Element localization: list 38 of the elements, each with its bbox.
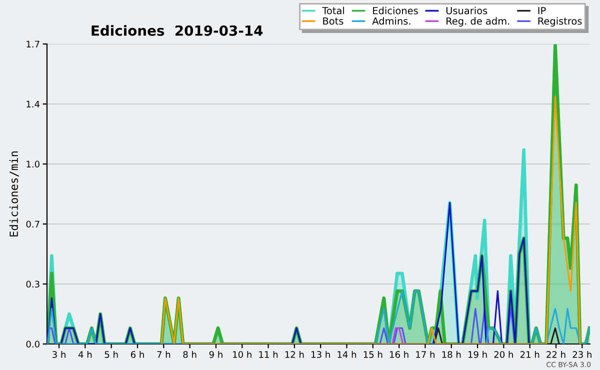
legend-label: IP [538, 7, 546, 14]
legend-label: Usuarios [446, 6, 488, 14]
x-tick-label: 9 h [209, 350, 222, 358]
legend-label: Total [322, 6, 344, 14]
x-tick-label: 14 h [338, 350, 356, 358]
legend-label: Bots [323, 17, 344, 25]
x-tick-label: 13 h [312, 350, 330, 358]
x-tick-label: 22 h [546, 350, 566, 358]
y-tick-label: 1.4 [26, 100, 40, 108]
x-tick-label: 18 h [442, 350, 461, 358]
x-tick-label: 7 h [157, 350, 170, 358]
y-tick-label: 0.7 [26, 220, 40, 228]
x-tick-label: 20 h [494, 350, 513, 358]
x-tick-label: 23 h [572, 350, 592, 358]
y-tick-label: 1.7 [26, 40, 40, 48]
x-tick-label: 6 h [130, 350, 144, 358]
chart-title: Ediciones 2019-03-14 [92, 25, 263, 36]
x-tick-label: 8 h [183, 350, 196, 358]
x-tick-label: 3 h [52, 350, 66, 358]
y-tick-label: 1.0 [26, 160, 40, 168]
y-tick-label: 0.0 [26, 340, 40, 348]
y-axis-title: Ediciones/min [9, 152, 19, 236]
legend-label: Reg. de adm. [446, 17, 510, 27]
y-tick-label: 0.3 [26, 280, 40, 288]
x-tick-label: 11 h [259, 350, 278, 358]
x-tick-label: 17 h [416, 350, 434, 358]
x-tick-label: 15 h [364, 350, 382, 358]
x-tick-label: 10 h [233, 350, 252, 358]
legend-label: Ediciones [373, 6, 418, 14]
line-series [160, 96, 581, 344]
x-tick-label: 21 h [520, 350, 540, 358]
x-tick-label: 19 h [468, 350, 487, 358]
x-tick-label: 16 h [390, 350, 408, 358]
x-tick-label: 4 h [78, 350, 92, 358]
legend-label: Admins. [372, 17, 410, 25]
legend-label: Registros [538, 17, 582, 27]
x-tick-label: 5 h [104, 350, 118, 358]
x-tick-label: 12 h [285, 350, 304, 358]
